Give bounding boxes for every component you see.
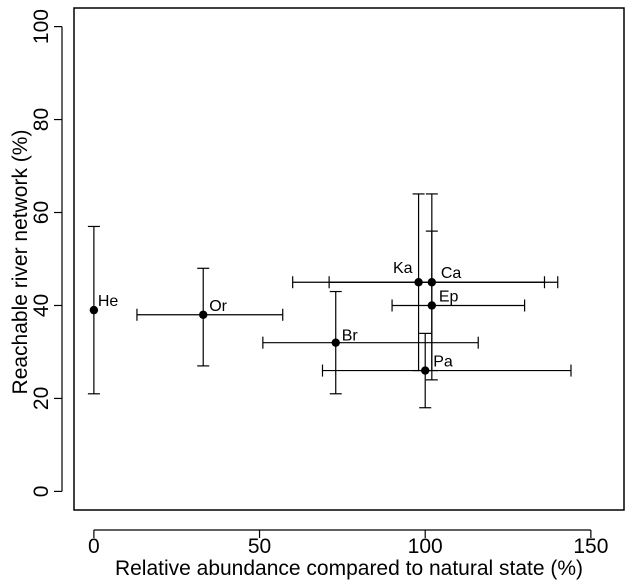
data-point-ep [427, 301, 437, 310]
data-point-br [331, 338, 340, 347]
y-tick-label-20: 20 [30, 387, 53, 410]
data-point-he [89, 305, 99, 315]
error-bars [87, 193, 572, 409]
x-axis-title: Relative abundance compared to natural s… [115, 557, 583, 580]
x-tick-label-0: 0 [88, 535, 100, 558]
x-tick-label-150: 150 [573, 535, 608, 558]
y-axis-title: Reachable river network (%) [9, 130, 32, 395]
point-label-ep: Ep [439, 288, 459, 305]
data-point-or [199, 310, 208, 319]
point-labels: He Or Br Ka Ca Ep Pa [98, 260, 462, 370]
x-tick-label-100: 100 [408, 535, 443, 558]
y-tick-label-80: 80 [30, 108, 53, 131]
y-tick-label-60: 60 [30, 201, 53, 224]
y-tick-label-40: 40 [30, 294, 53, 317]
data-point-ka [414, 278, 423, 287]
point-label-br: Br [342, 328, 359, 345]
y-tick-label-100: 100 [30, 9, 53, 44]
data-points [89, 278, 437, 375]
data-point-ca [427, 278, 437, 287]
point-label-ka: Ka [393, 260, 413, 277]
x-axis: 0 50 100 150 [88, 529, 608, 558]
x-tick-label-50: 50 [248, 535, 271, 558]
point-label-pa: Pa [433, 354, 453, 371]
y-tick-label-0: 0 [30, 486, 53, 498]
plot-frame [73, 7, 625, 511]
y-axis: 0 20 40 60 80 100 [30, 9, 63, 498]
point-label-ca: Ca [441, 265, 462, 282]
data-point-pa [421, 366, 430, 375]
point-label-he: He [98, 293, 119, 310]
point-label-or: Or [209, 298, 227, 315]
